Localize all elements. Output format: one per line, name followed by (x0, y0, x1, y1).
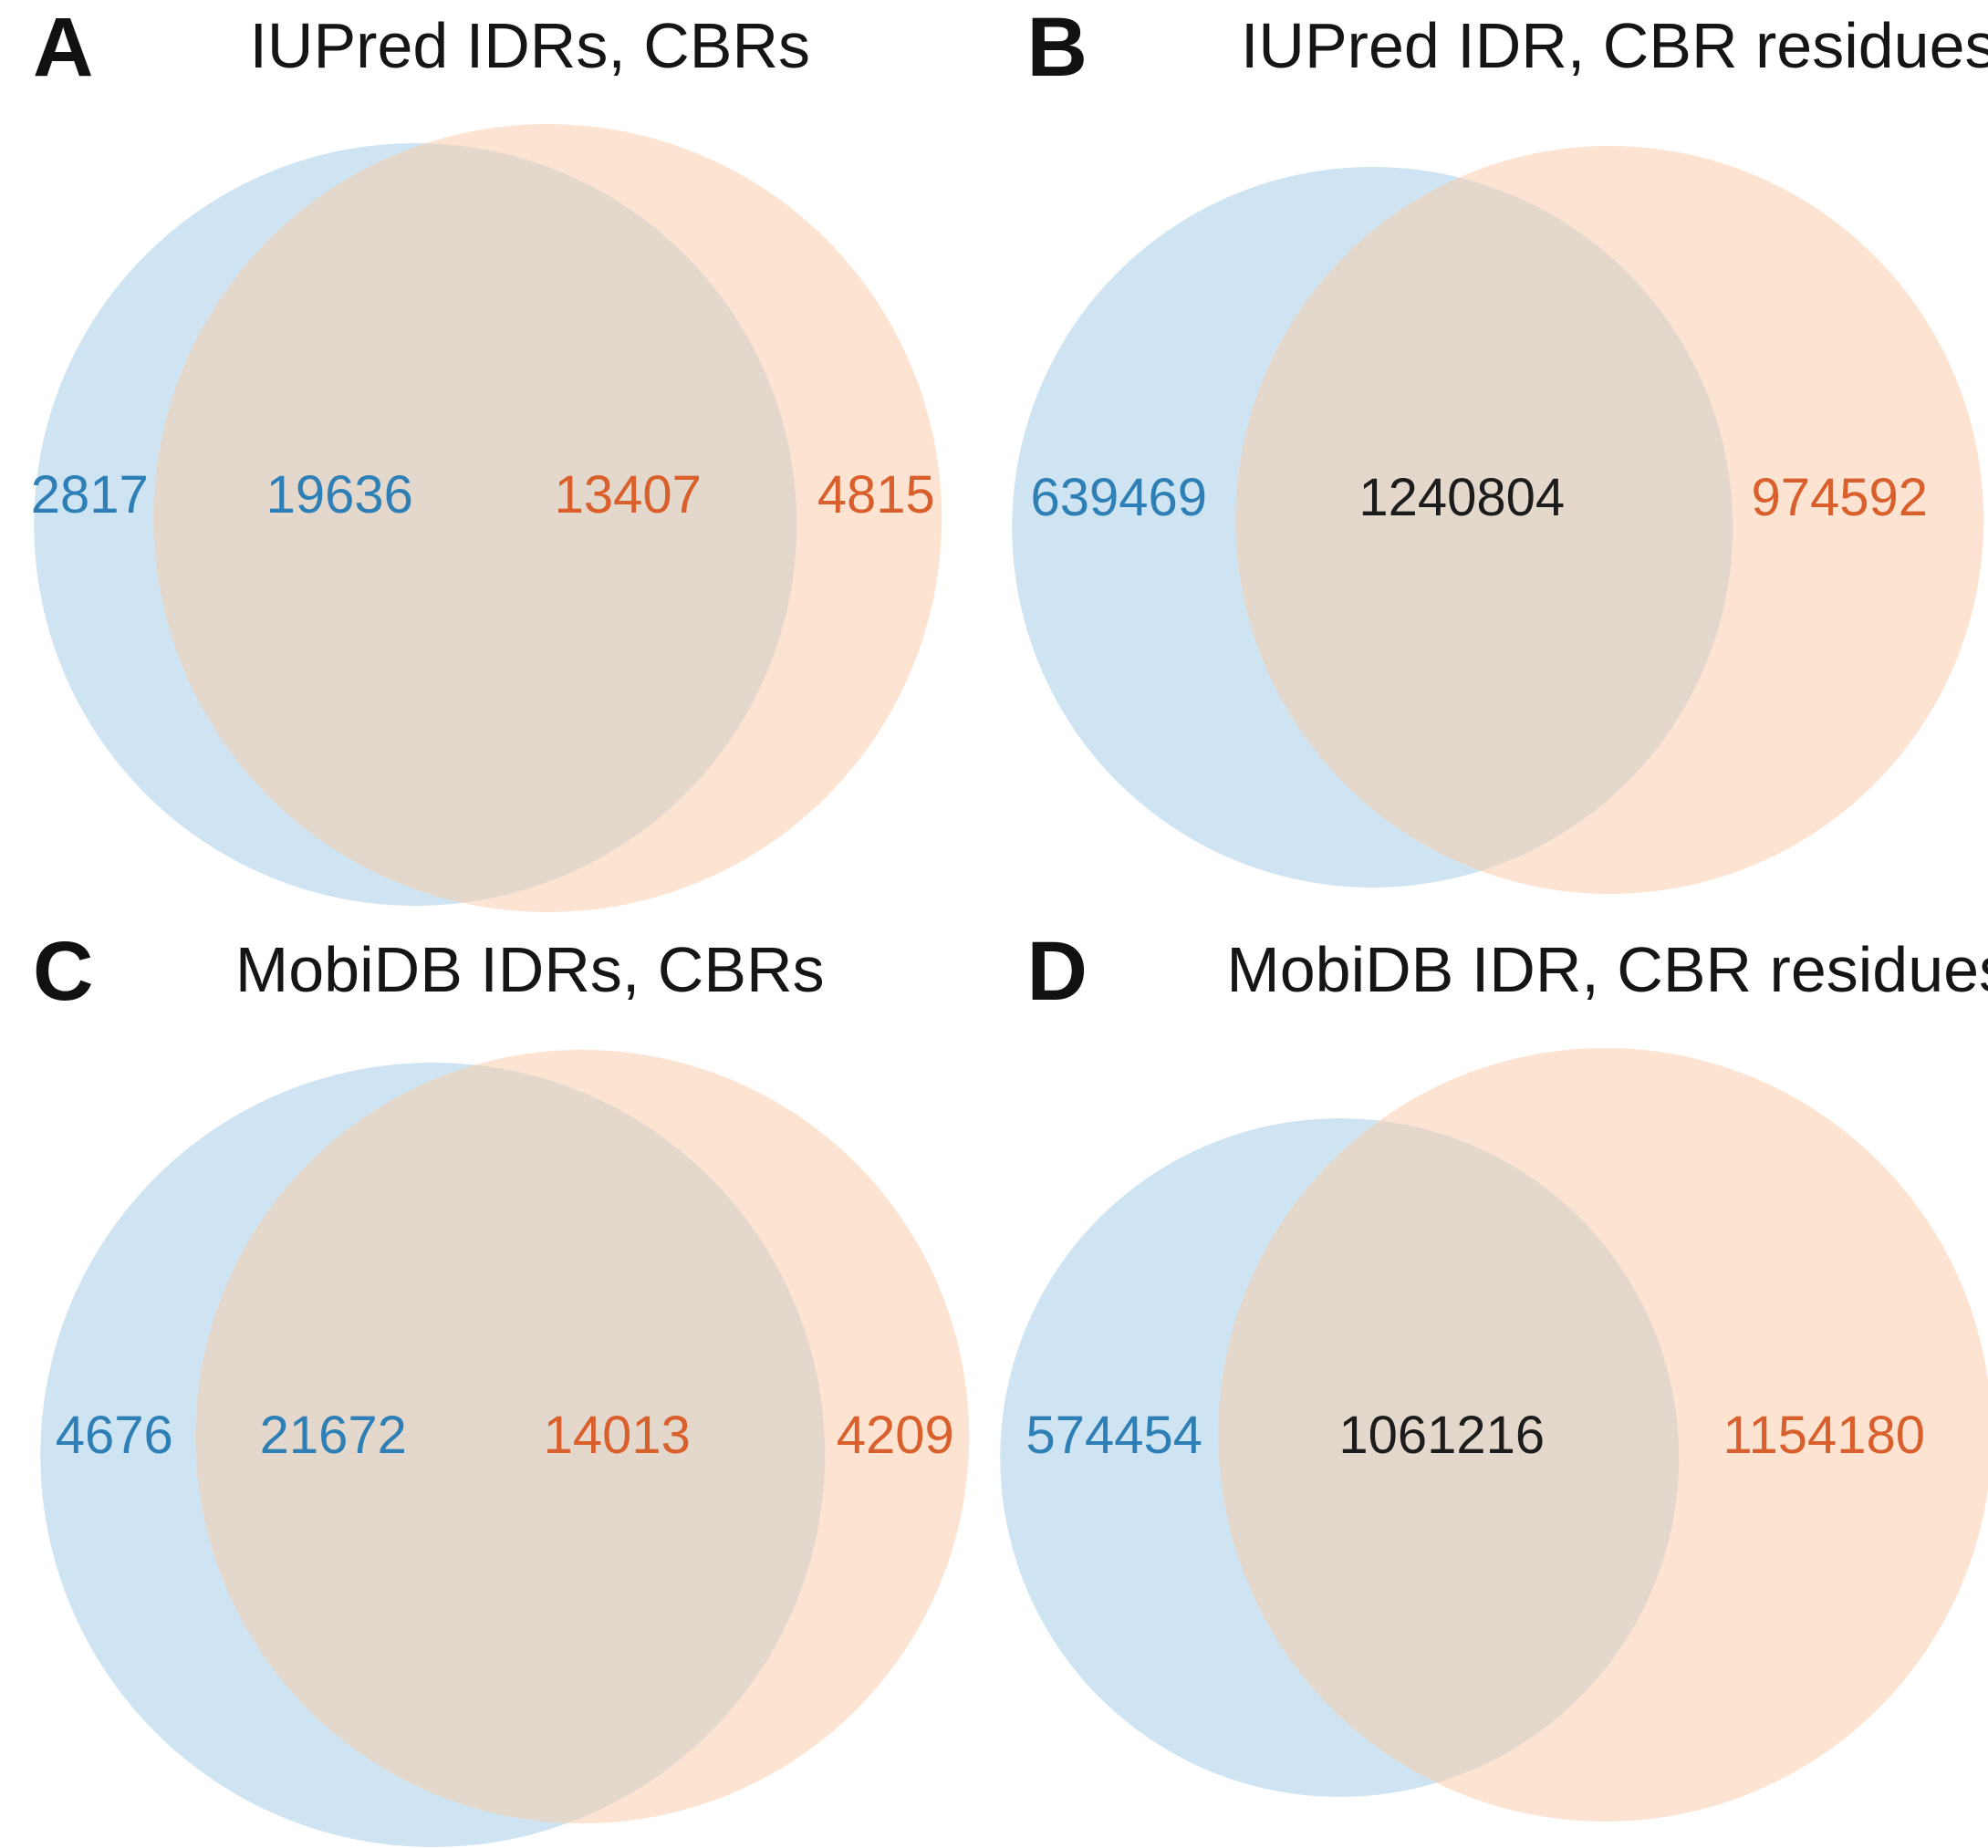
region-count: 14013 (544, 1406, 691, 1465)
venn-diagram-d: 574454 1061216 1154180 (999, 1048, 1988, 1822)
venn-diagram-a: 2817 19636 13407 4815 (31, 124, 942, 912)
venn-diagram-c: 4676 21672 14013 4209 (40, 1050, 970, 1847)
panel-a: A IUPred IDRs, CBRs 2817 19636 13407 481… (0, 0, 994, 924)
region-count: 21672 (260, 1406, 407, 1465)
panel-a-title: IUPred IDRs, CBRs (249, 10, 811, 81)
region-count: 639469 (1030, 468, 1207, 527)
panel-c-title: MobiDB IDRs, CBRs (234, 934, 825, 1005)
region-count: 1240804 (1358, 468, 1565, 527)
overlap-region (1217, 1118, 1679, 1797)
panel-a-letter: A (33, 1, 94, 94)
region-count: 574454 (1025, 1406, 1202, 1465)
region-count: 4815 (817, 465, 935, 524)
panel-d: D MobiDB IDR, CBR residues 574454 106121… (994, 924, 1988, 1848)
region-count: 2817 (31, 465, 149, 524)
region-count: 974592 (1751, 468, 1928, 527)
panel-b-letter: B (1026, 1, 1088, 94)
region-count: 19636 (266, 465, 413, 524)
region-count: 13407 (555, 465, 702, 524)
venn-diagram-b: 639469 1240804 974592 (1011, 146, 1983, 894)
region-count: 1061216 (1338, 1406, 1545, 1465)
panel-b-title: IUPred IDR, CBR residues (1240, 10, 1988, 81)
region-count: 1154180 (1723, 1406, 1925, 1465)
panel-d-title: MobiDB IDR, CBR residues (1226, 934, 1988, 1005)
panel-d-letter: D (1026, 925, 1088, 1018)
panel-b: B IUPred IDR, CBR residues 639469 124080… (994, 0, 1988, 924)
panel-c: C MobiDB IDRs, CBRs 4676 21672 14013 420… (0, 924, 994, 1848)
region-count: 4209 (837, 1406, 954, 1465)
overlap-region (1234, 167, 1733, 888)
region-count: 4676 (56, 1406, 173, 1465)
panel-c-letter: C (33, 925, 94, 1018)
